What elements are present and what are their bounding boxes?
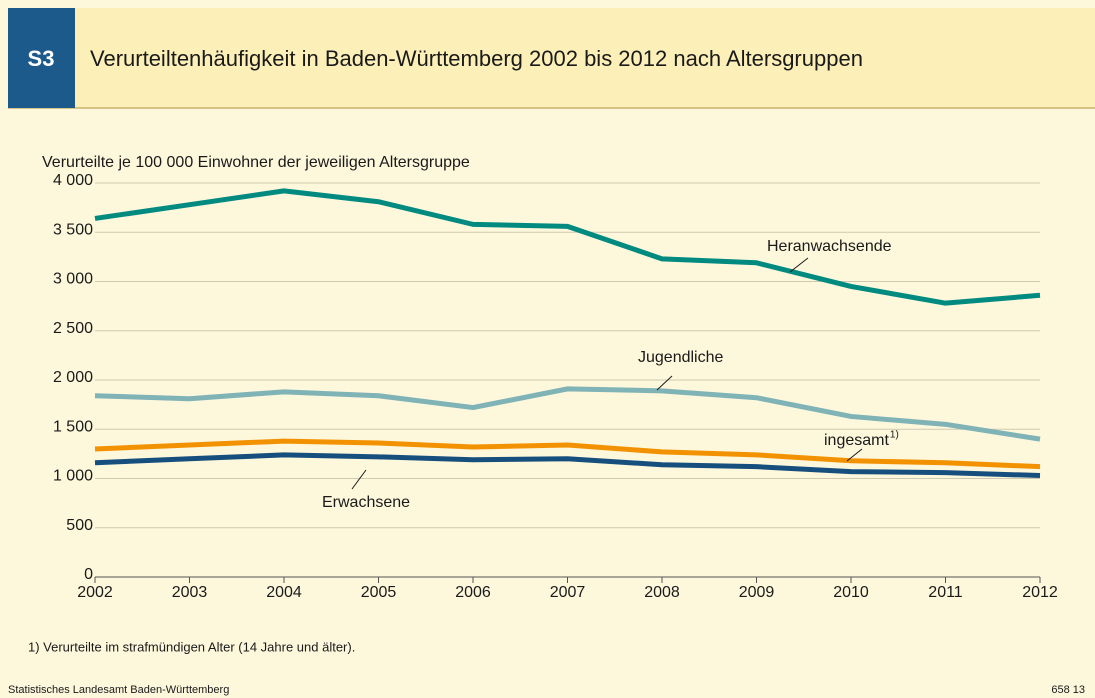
y-tick-label: 500 [66, 517, 93, 534]
leader-line [351, 469, 367, 490]
source: Statistisches Landesamt Baden-Württember… [8, 684, 229, 696]
leader-line [846, 448, 863, 462]
series-line [94, 386, 1041, 442]
x-tick-label: 2002 [77, 584, 113, 601]
y-tick-label: 1 500 [53, 418, 93, 435]
series-label: Erwachsene [322, 494, 410, 511]
x-tick-label: 2005 [361, 584, 397, 601]
y-tick-label: 3 000 [53, 271, 93, 288]
badge-box [8, 8, 75, 108]
leader-line [789, 257, 809, 273]
code: 658 13 [1051, 684, 1085, 696]
header-band [8, 8, 1095, 108]
footnote: 1) Verurteilte im strafmündigen Alter (1… [28, 639, 355, 654]
series-line [94, 188, 1041, 306]
y-axis-label: Verurteilte je 100 000 Einwohner der jew… [42, 154, 470, 171]
series-label: ingesamt [824, 432, 889, 449]
x-tick-label: 2010 [833, 584, 869, 601]
y-tick-label: 3 500 [53, 221, 93, 238]
badge: S3 [28, 46, 55, 71]
y-tick-label: 2 500 [53, 320, 93, 337]
x-tick-label: 2004 [266, 584, 302, 601]
series-line [94, 438, 1041, 470]
y-tick-label: 2 000 [53, 369, 93, 386]
y-tick-label: 4 000 [53, 172, 93, 189]
series-label: Jugendliche [638, 349, 724, 366]
footnote-mark: 1) [890, 430, 899, 441]
series-label: Heranwachsende [767, 238, 892, 255]
x-tick-label: 2009 [739, 584, 775, 601]
chart-title: Verurteiltenhäufigkeit in Baden-Württemb… [90, 46, 863, 71]
x-tick-label: 2008 [644, 584, 680, 601]
x-tick-label: 2012 [1022, 584, 1058, 601]
x-tick-label: 2006 [455, 584, 491, 601]
x-tick-label: 2011 [928, 584, 963, 601]
series-line [94, 452, 1041, 479]
y-tick-label: 0 [84, 566, 93, 583]
x-tick-label: 2007 [550, 584, 586, 601]
y-tick-label: 1 000 [53, 468, 93, 485]
leader-line [656, 375, 673, 391]
x-tick-label: 2003 [172, 584, 208, 601]
